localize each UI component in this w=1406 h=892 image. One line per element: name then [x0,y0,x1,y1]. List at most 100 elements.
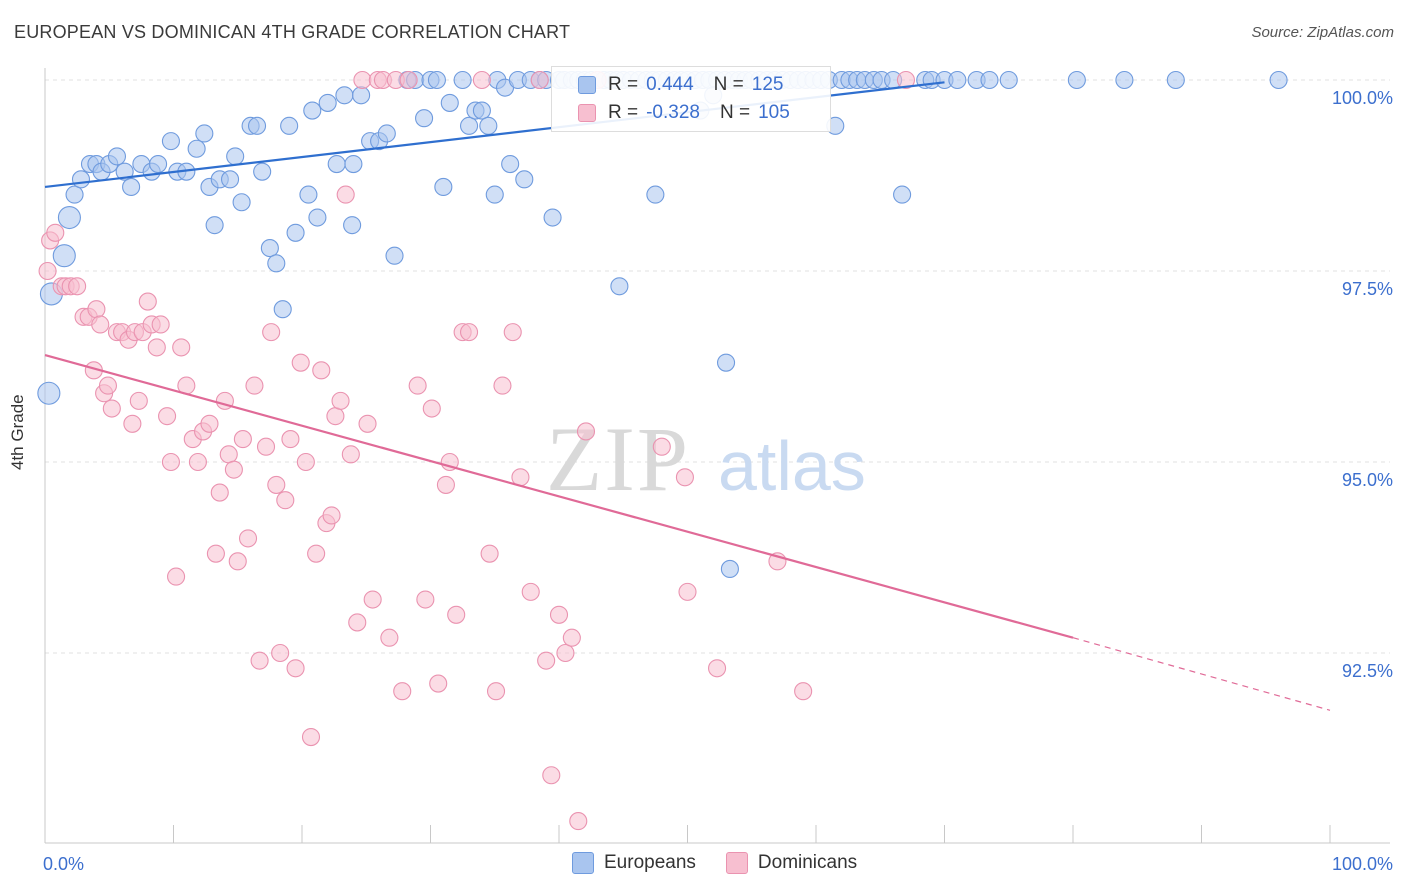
dominican-point [296,452,315,472]
dominican-point [206,544,225,563]
european-point [107,147,127,166]
european-point [280,116,299,135]
european-point [1269,70,1288,90]
european-point [1115,70,1134,90]
series-legend: Europeans Dominicans [572,852,887,874]
dominicans-points [38,70,916,831]
european-point [515,170,534,189]
european-point [343,216,362,235]
dominican-point [416,590,435,609]
dominican-point [262,323,281,342]
dominican-point [151,315,170,334]
dominican-point [291,353,310,372]
european-point [247,116,267,135]
european-point [1166,70,1185,90]
x-tick-label: 0.0% [43,854,84,874]
europeans-legend-swatch [572,852,594,874]
european-point [52,244,76,268]
dominican-point [224,460,243,479]
dominican-point [358,414,377,433]
dominican-point [250,651,269,670]
dominican-point [98,376,118,395]
european-point [427,70,446,90]
european-point [232,193,251,212]
dominican-point [521,582,540,601]
dominican-point [158,407,177,426]
dominican-point [429,674,448,693]
european-point [1067,70,1086,90]
grid-lines [45,79,1390,654]
r-value-dominicans: -0.328 [646,102,700,123]
watermark: ZIP atlas [546,408,866,510]
dominican-point [480,544,499,563]
r-label: R = [608,102,639,123]
dominican-point [276,491,295,510]
european-point [267,254,286,273]
european-point [472,101,491,120]
european-point [459,116,479,135]
watermark-atlas: atlas [718,427,866,505]
dominican-point [91,315,110,334]
dominican-point [87,300,106,319]
dominican-point [46,223,65,242]
dominican-point [447,605,466,624]
dominican-point [341,445,360,464]
dominican-point [312,361,331,380]
european-point [195,124,214,143]
dominican-point [147,338,166,357]
dominican-point [172,338,191,357]
n-label: N = [719,102,751,123]
dominican-point [363,590,382,609]
european-point [187,139,206,158]
dominican-point [393,682,412,701]
dominican-point [569,812,588,831]
dominican-point [267,475,286,494]
european-point [344,154,363,174]
dominican-point [408,376,427,395]
european-point [273,300,292,319]
dominican-point [271,643,290,663]
dominican-point [794,682,813,701]
european-point [71,170,91,189]
dominican-point [326,407,345,426]
european-point [149,154,168,174]
european-point [65,185,84,204]
dominican-point [301,727,321,747]
dominican-point [228,552,247,571]
legend-item-europeans[interactable]: Europeans [572,852,696,874]
dominican-point [459,323,479,342]
european-point [303,101,322,120]
european-point [377,124,396,143]
dominican-point [542,766,561,785]
source-credit: Source: ZipAtlas.com [1251,24,1394,41]
dominican-point [353,70,372,90]
european-point [893,185,912,204]
european-point [980,70,999,90]
dominican-point [238,529,258,548]
dominican-point [245,376,264,395]
dominicans-trend-extension [1072,637,1331,711]
dominicans-legend-label: Dominicans [757,852,858,873]
european-point [485,185,504,204]
european-point [205,216,224,235]
european-point [440,93,459,112]
european-point [37,381,61,405]
european-point [161,132,180,151]
n-value-europeans: 125 [751,74,784,95]
european-point [415,109,434,128]
dominican-point [348,613,367,632]
legend-item-dominicans[interactable]: Dominicans [725,852,858,874]
dominican-point [486,682,506,701]
stats-legend: R = 0.444 N = 125 R = -0.328 N = 105 [551,66,831,132]
dominican-point [129,391,148,410]
european-point [335,86,354,105]
european-point [434,177,453,197]
european-point [122,177,141,197]
dominicans-swatch [578,104,596,122]
stats-legend-row-dominicans: R = -0.328 N = 105 [578,99,790,127]
watermark-zip: ZIP [546,408,690,510]
european-point [57,205,81,230]
dominican-point [188,452,207,472]
dominican-point [556,643,575,663]
european-point [610,277,629,296]
